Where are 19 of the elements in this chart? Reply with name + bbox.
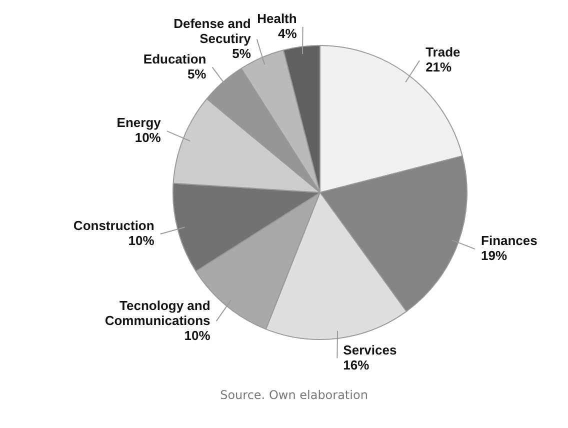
data-label: 5% xyxy=(187,66,207,82)
slice-label: Health xyxy=(257,10,297,26)
slice-label: Services xyxy=(343,342,397,358)
data-label: 21% xyxy=(426,60,452,75)
data-label: 4% xyxy=(278,26,298,41)
data-label: 10% xyxy=(184,328,211,343)
slice-label: Defense and Secutiry xyxy=(174,16,252,46)
slice-label: Tecnology and Communications xyxy=(104,298,210,328)
slice-label: Education xyxy=(143,51,206,66)
source-note: Source. Own elaboration xyxy=(220,388,368,402)
data-label: 10% xyxy=(128,233,155,248)
data-label: 5% xyxy=(232,46,252,61)
slice-label: Energy xyxy=(116,115,162,130)
data-label: 19% xyxy=(481,248,508,264)
slice-label: Trade xyxy=(426,44,460,60)
slice-label: Finances xyxy=(481,233,538,248)
data-label: 10% xyxy=(134,130,162,146)
slice-label: Construction xyxy=(73,218,154,234)
data-label: 16% xyxy=(343,357,370,372)
